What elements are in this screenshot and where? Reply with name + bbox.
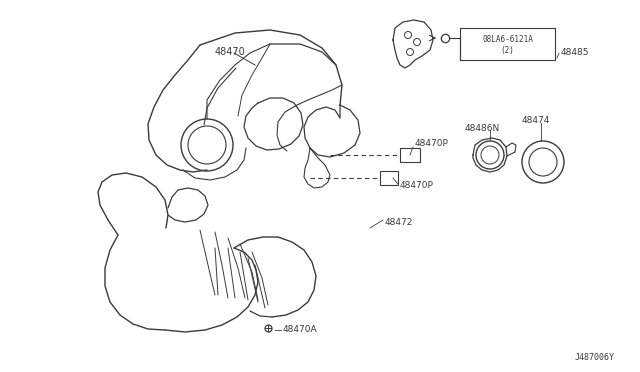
Text: 48474: 48474	[522, 115, 550, 125]
Text: (2): (2)	[500, 45, 515, 55]
Text: 08LA6-6121A: 08LA6-6121A	[482, 35, 533, 44]
Text: 48470P: 48470P	[415, 138, 449, 148]
Bar	[400, 148, 420, 162]
Text: 48470: 48470	[215, 47, 246, 57]
Bar	[460, 28, 555, 60]
Text: 48485: 48485	[561, 48, 589, 57]
Text: 48470A: 48470A	[283, 326, 317, 334]
Text: 48470P: 48470P	[400, 180, 434, 189]
Text: 48472: 48472	[385, 218, 413, 227]
Text: J487006Y: J487006Y	[575, 353, 615, 362]
Text: 48486N: 48486N	[465, 124, 500, 132]
Bar	[380, 171, 398, 185]
